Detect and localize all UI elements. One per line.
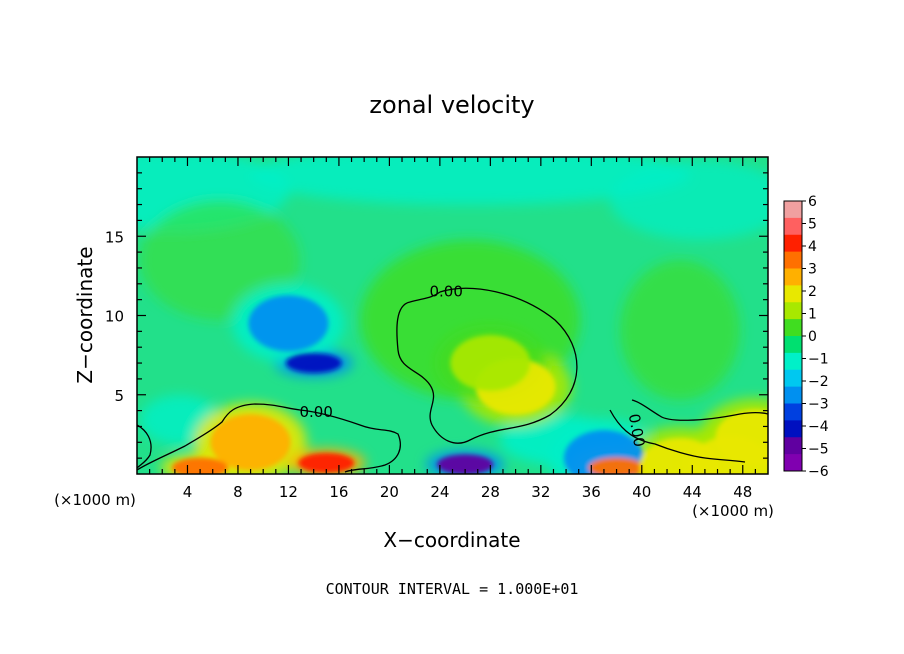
x-tick-label: 8	[233, 483, 243, 501]
field-shading	[610, 160, 768, 240]
field-feature	[285, 353, 342, 374]
field-feature	[172, 457, 229, 474]
colorbar-label: 4	[808, 239, 817, 255]
field-feature	[450, 335, 531, 392]
field-feature	[298, 452, 355, 473]
colorbar-label: 3	[808, 262, 817, 278]
chart-title: zonal velocity	[369, 91, 534, 119]
colorbar-label: −4	[808, 419, 829, 435]
field-feature	[588, 457, 645, 474]
x-tick-label: 32	[531, 483, 550, 501]
field-feature	[210, 414, 291, 471]
x-tick-label: 20	[380, 483, 399, 501]
colorbar-swatch	[784, 268, 802, 286]
contour-label: 0.00	[300, 403, 333, 421]
x-tick-label: 48	[733, 483, 752, 501]
y-tick-label: 10	[105, 308, 124, 326]
field-feature	[715, 409, 768, 466]
x-unit-right: (×1000 m)	[692, 502, 774, 520]
colorbar-swatch	[784, 352, 802, 371]
colorbar-label: 5	[808, 217, 817, 233]
colorbar-swatch	[784, 302, 802, 320]
contour-label: 0.00	[429, 282, 462, 300]
heatmap-field: 0.00 0.00 0.00	[137, 157, 768, 474]
x-tick-label: 12	[279, 483, 298, 501]
colorbar-swatch	[784, 285, 802, 303]
y-axis-label: Z−coordinate	[73, 246, 97, 383]
x-tick-label: 16	[329, 483, 348, 501]
colorbar-swatch	[784, 454, 802, 472]
y-tick-label: 5	[114, 387, 124, 405]
colorbar-swatch	[784, 420, 802, 438]
x-tick-label: 44	[683, 483, 702, 501]
colorbar-swatch	[784, 437, 802, 455]
field-shading	[250, 157, 690, 205]
field-feature	[248, 295, 329, 352]
contour-zero-line	[631, 399, 768, 421]
colorbar-swatch	[784, 234, 802, 253]
colorbar-swatch	[784, 386, 802, 404]
contour-label: 0.00	[625, 412, 649, 448]
colorbar-swatch	[784, 403, 802, 421]
colorbar-label: −5	[808, 442, 829, 458]
colorbar-label: 1	[808, 307, 817, 323]
field-shading	[620, 260, 740, 400]
contour-zero-line	[396, 287, 578, 444]
colorbar-swatch	[784, 201, 802, 219]
x-tick-label: 24	[430, 483, 449, 501]
colorbar-label: 6	[808, 194, 817, 210]
colorbar-swatch	[784, 217, 802, 236]
x-tick-label: 28	[481, 483, 500, 501]
x-tick-label: 4	[183, 483, 193, 501]
colorbar-swatch	[784, 319, 802, 337]
x-axis-label: X−coordinate	[383, 528, 520, 552]
field-feature	[437, 454, 494, 474]
contour-interval-footer: CONTOUR INTERVAL = 1.000E+01	[326, 580, 579, 598]
colorbar: 6 5 4 3 2 1 0 −1 −2 −3 −4 −5 −6	[783, 194, 829, 480]
x-tick-label: 40	[632, 483, 651, 501]
x-unit-left: (×1000 m)	[54, 491, 136, 509]
contour-zero-line	[609, 409, 746, 463]
contour-zero-line	[137, 403, 401, 473]
colorbar-label: −6	[808, 464, 829, 480]
colorbar-swatch	[784, 369, 802, 388]
contour-zero-line	[137, 424, 152, 469]
colorbar-label: −3	[808, 397, 829, 413]
y-tick-label: 15	[105, 228, 124, 246]
colorbar-label: 0	[808, 329, 817, 345]
colorbar-swatch	[784, 251, 802, 269]
colorbar-label: 2	[808, 284, 817, 300]
x-tick-label: 36	[582, 483, 601, 501]
colorbar-label: −2	[808, 374, 829, 390]
colorbar-swatch	[784, 336, 802, 354]
colorbar-label: −1	[808, 352, 829, 368]
